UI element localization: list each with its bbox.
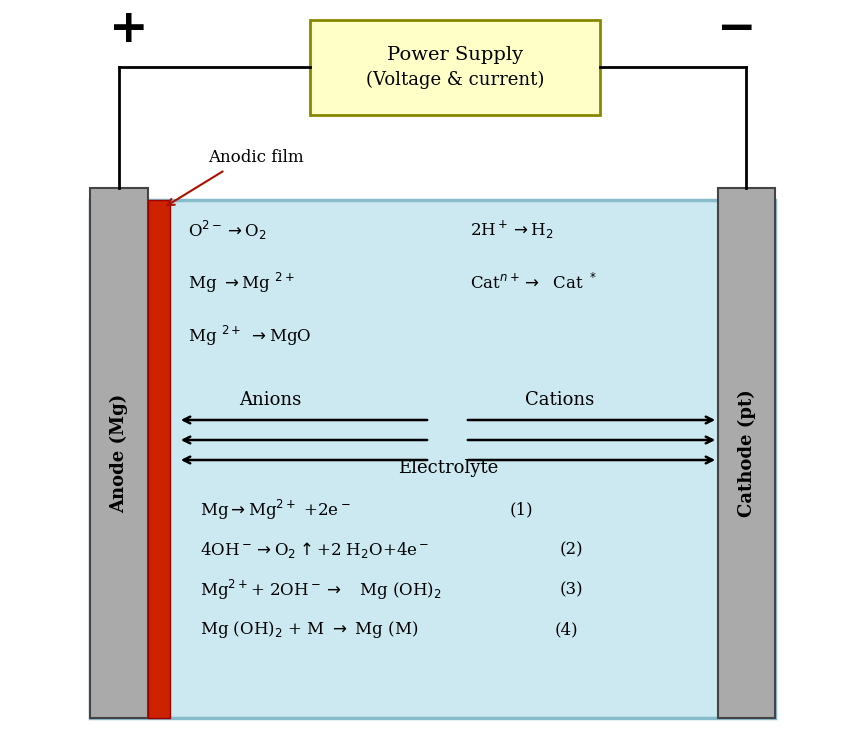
Text: Mg (OH)$_2$ + M $\rightarrow$ Mg (M): Mg (OH)$_2$ + M $\rightarrow$ Mg (M)	[200, 619, 418, 640]
Bar	[310, 20, 600, 115]
Text: Cations: Cations	[525, 391, 595, 409]
Text: Mg$\rightarrow$Mg$^{2+}$ +2e$^-$: Mg$\rightarrow$Mg$^{2+}$ +2e$^-$	[200, 498, 351, 522]
Text: Power Supply: Power Supply	[387, 47, 523, 64]
Text: −: −	[717, 7, 756, 53]
Text: +: +	[109, 7, 149, 53]
Text: Cathode (pt): Cathode (pt)	[737, 389, 756, 517]
Text: (Voltage & current): (Voltage & current)	[366, 70, 544, 89]
Text: Anions: Anions	[239, 391, 301, 409]
Text: Cat$^{n+}$$\rightarrow$  Cat $^*$: Cat$^{n+}$$\rightarrow$ Cat $^*$	[470, 273, 598, 293]
Text: Anode (Mg): Anode (Mg)	[110, 393, 128, 513]
Text: Mg $\rightarrow$Mg $^{2+}$: Mg $\rightarrow$Mg $^{2+}$	[188, 271, 295, 295]
Text: (4): (4)	[555, 622, 579, 639]
Text: Anodic film: Anodic film	[208, 150, 303, 167]
Bar	[90, 200, 775, 718]
Text: (2): (2)	[560, 542, 584, 559]
Text: Mg$^{2+}$+ 2OH$^-$$\rightarrow$   Mg (OH)$_2$: Mg$^{2+}$+ 2OH$^-$$\rightarrow$ Mg (OH)$…	[200, 578, 442, 602]
Text: O$^{2-}$$\rightarrow$O$_2$: O$^{2-}$$\rightarrow$O$_2$	[188, 219, 266, 242]
Text: (3): (3)	[560, 582, 584, 599]
Bar	[718, 188, 775, 718]
Bar	[148, 200, 170, 718]
Text: (1): (1)	[510, 502, 534, 519]
Text: Electrolyte: Electrolyte	[398, 459, 498, 477]
Bar	[90, 188, 148, 718]
Text: 2H$^+$$\rightarrow$H$_2$: 2H$^+$$\rightarrow$H$_2$	[470, 219, 553, 241]
Text: Mg $^{2+}$ $\rightarrow$MgO: Mg $^{2+}$ $\rightarrow$MgO	[188, 324, 311, 348]
Text: 4OH$^-$$\rightarrow$O$_2\uparrow$+2 H$_2$O+4e$^-$: 4OH$^-$$\rightarrow$O$_2\uparrow$+2 H$_2…	[200, 540, 429, 560]
